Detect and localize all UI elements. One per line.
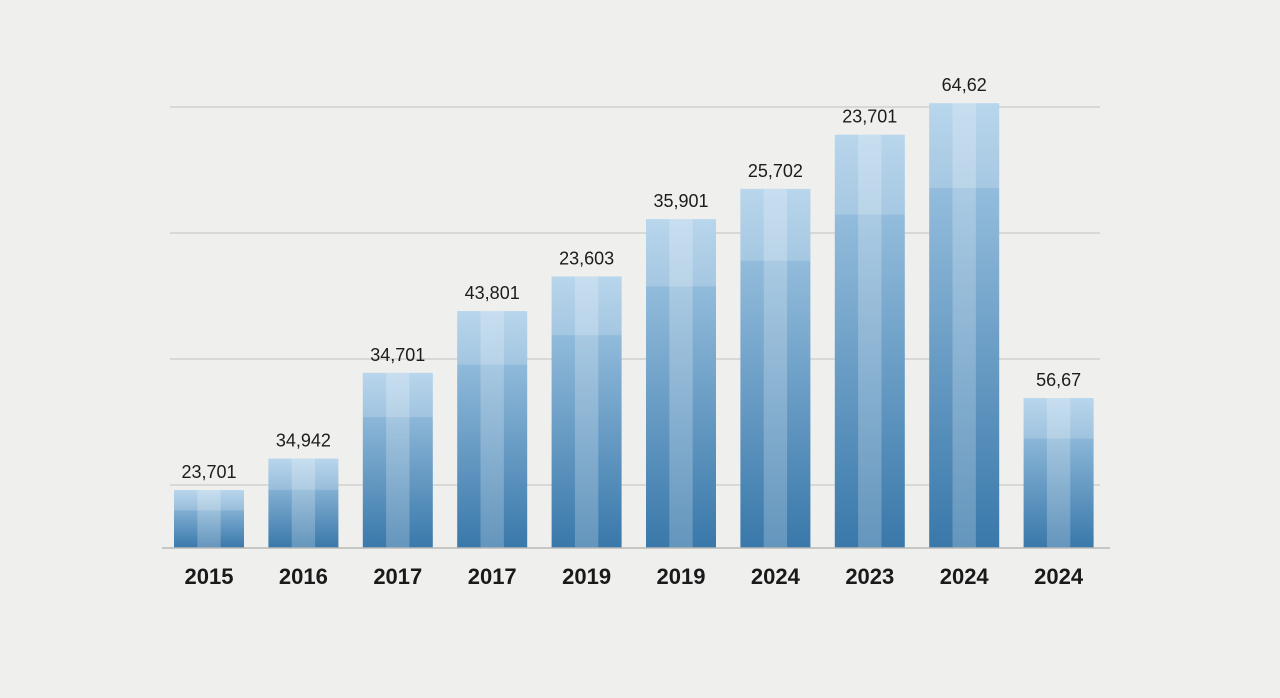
bar-stripe	[574, 276, 599, 548]
x-tick-label-6: 2019	[657, 564, 706, 589]
bar-body	[362, 372, 433, 548]
bars	[174, 103, 1094, 548]
x-axis: 2015 2016 2017 2017 2019 2019 2024 2023 2024 2024	[162, 547, 1110, 589]
value-label-3: 34,701	[370, 345, 425, 365]
bar-body	[457, 311, 528, 548]
value-label-8: 23,701	[842, 107, 897, 127]
bar-cap	[551, 276, 622, 336]
bar-body	[268, 458, 339, 548]
bar-cap	[740, 188, 811, 261]
bar-stripe	[291, 458, 316, 548]
bar-1	[174, 490, 244, 548]
bar-stripe	[669, 219, 693, 548]
x-tick-label-1: 2015	[185, 564, 234, 589]
bar-cap	[457, 311, 528, 365]
bar-stripe	[952, 103, 976, 548]
bar-cap	[834, 134, 905, 215]
x-tick-label-8: 2023	[845, 564, 894, 589]
bar-cap	[362, 372, 433, 418]
bar-body	[740, 188, 811, 548]
bar-stripe	[763, 188, 788, 548]
value-label-2: 34,942	[276, 431, 331, 451]
bar-body	[1023, 398, 1094, 548]
x-tick-label-3: 2017	[373, 564, 422, 589]
x-tick-label-9: 2024	[940, 564, 990, 589]
value-label-9: 64,62	[942, 75, 987, 95]
bar-body	[551, 276, 622, 548]
x-tick-label-10: 2024	[1034, 564, 1084, 589]
x-tick-label-5: 2019	[562, 564, 611, 589]
x-tick-label-2: 2016	[279, 564, 328, 589]
bar-7	[740, 188, 811, 548]
bar-body	[174, 490, 244, 548]
bar-stripe	[386, 372, 410, 548]
bar-stripe	[1046, 398, 1071, 548]
bar-body	[834, 134, 905, 548]
bar-5	[551, 276, 622, 548]
value-label-7: 25,702	[748, 161, 803, 181]
bar-6	[646, 219, 716, 548]
bar-cap	[646, 219, 716, 287]
bar-cap	[268, 458, 339, 490]
bar-stripe	[480, 311, 504, 548]
bar-3	[362, 372, 433, 548]
bar-4	[457, 311, 528, 548]
x-tick-label-7: 2024	[751, 564, 801, 589]
bar-body	[929, 103, 1000, 548]
bar-9	[929, 103, 1000, 548]
value-label-1: 23,701	[181, 462, 236, 482]
bar-cap	[929, 103, 1000, 188]
bar-8	[834, 134, 905, 548]
x-tick-label-4: 2017	[468, 564, 517, 589]
bar-cap	[1023, 398, 1094, 439]
bar-2	[268, 458, 339, 548]
data-labels: 23,701 34,942 34,701 43,801 23,603 35,901 25,7…	[181, 75, 1081, 482]
bar-stripe	[197, 490, 221, 548]
bar-stripe	[858, 134, 882, 548]
value-label-4: 43,801	[465, 283, 520, 303]
value-label-10: 56,67	[1036, 370, 1081, 390]
value-label-6: 35,901	[653, 191, 708, 211]
bar-body	[646, 219, 716, 548]
value-label-5: 23,603	[559, 248, 614, 268]
bar-cap	[174, 490, 244, 511]
bar-10	[1023, 398, 1094, 548]
